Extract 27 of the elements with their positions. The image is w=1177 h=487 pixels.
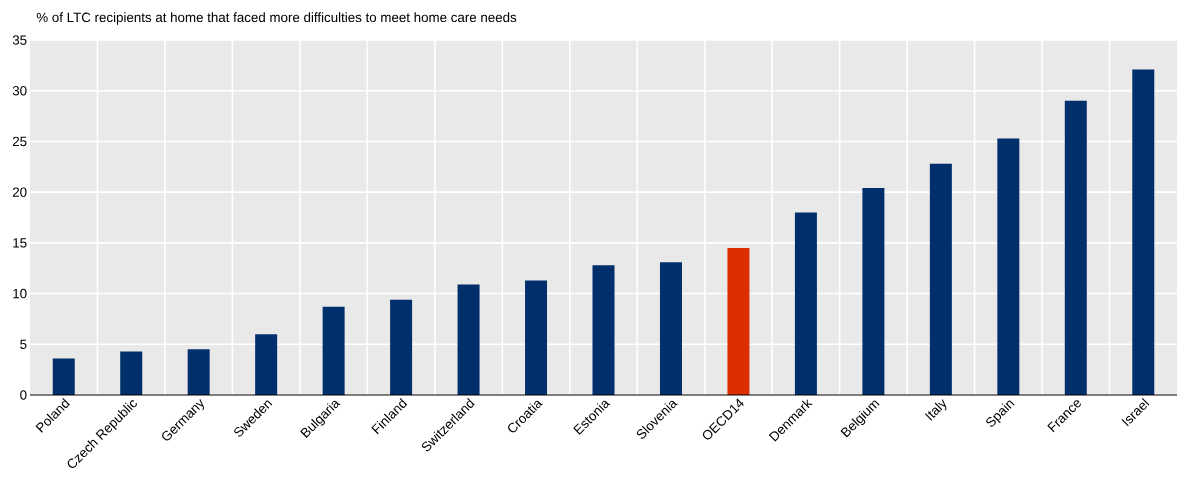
bar <box>52 358 75 395</box>
bar <box>997 138 1020 395</box>
bar <box>929 163 952 395</box>
bar <box>1132 69 1155 395</box>
y-tick-label: 20 <box>12 187 27 197</box>
y-tick-label: 25 <box>12 136 27 147</box>
y-tick-label: 30 <box>12 86 27 96</box>
y-tick-label: 0 <box>20 390 27 400</box>
bar <box>592 265 615 395</box>
bar <box>1064 100 1087 395</box>
bar <box>659 262 682 395</box>
bar <box>727 247 750 395</box>
bar <box>525 280 548 395</box>
y-tick-label: 35 <box>12 35 27 45</box>
y-axis-title: % of LTC recipients at home that faced more difficulties to meet home care needs <box>36 12 517 25</box>
y-tick-label: 15 <box>13 238 27 248</box>
bar <box>457 284 480 395</box>
bar <box>390 299 413 395</box>
bar <box>322 306 345 395</box>
y-tick-label: 5 <box>20 339 27 349</box>
bar <box>120 351 143 395</box>
bar <box>862 188 885 395</box>
bar <box>255 334 278 395</box>
bar <box>794 212 817 395</box>
bar <box>187 349 210 395</box>
y-tick-label: 10 <box>13 288 27 299</box>
x-tick-label: Italy <box>924 399 947 421</box>
